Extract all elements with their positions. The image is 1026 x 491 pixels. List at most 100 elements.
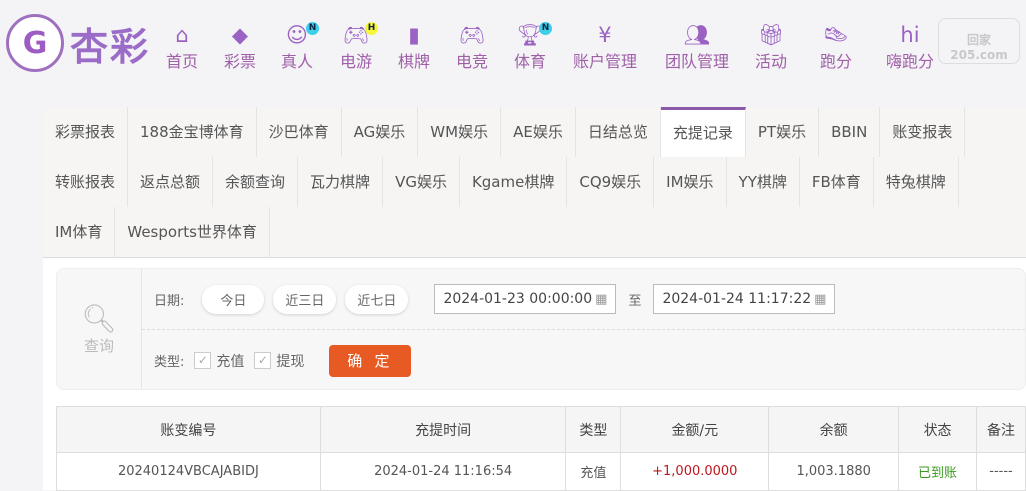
team-icon: 👥︎	[683, 23, 711, 47]
nav-label: 首页	[165, 52, 199, 71]
tab-17[interactable]: Kgame棋牌	[460, 157, 568, 207]
type-row: 类型: ✓ 充值 ✓ 提现 确 定	[142, 330, 1025, 391]
nav-item[interactable]: 👟︎ 跑分	[820, 22, 852, 72]
records-table: 账变编号 充提时间 类型 金额/元 余额 状态 备注 20240124VBCAJABIDJ 2…	[56, 406, 1026, 491]
tab-2[interactable]: 188金宝博体育	[128, 107, 257, 157]
checkbox-icon: ✓	[194, 352, 212, 369]
nav-label: 棋牌	[397, 52, 431, 71]
column-header: 余额	[768, 406, 900, 453]
nav-label: 活动	[754, 52, 788, 71]
nav-item[interactable]: 🎮︎ H 电游	[339, 22, 379, 72]
tab-20[interactable]: YY棋牌	[727, 157, 800, 207]
tab-3[interactable]: 沙巴体育	[257, 107, 342, 157]
table-cell: 20240124VBCAJABIDJ	[56, 452, 321, 491]
nav-label: 团队管理	[664, 52, 730, 71]
tab-18[interactable]: CQ9娱乐	[567, 157, 655, 207]
withdraw-checkbox[interactable]: ✓ 提现	[254, 351, 304, 371]
nav-badge: N	[306, 22, 320, 35]
nav-label: 账户管理	[572, 52, 638, 71]
search-icon: 🔍︎	[81, 302, 117, 335]
column-header: 状态	[898, 406, 977, 453]
nav-label: 嗨跑分	[885, 52, 935, 71]
nav-label: 跑分	[819, 52, 853, 71]
nav-label: 电竞	[455, 52, 489, 71]
tab-1[interactable]: 彩票报表	[43, 107, 129, 157]
report-tabs: 彩票报表 188金宝博体育 沙巴体育 AG娱乐 WM娱乐 AE娱乐 日结总览 充提记录 PT娱乐…	[43, 107, 1026, 258]
nav-item[interactable]: ◆ 彩票	[224, 22, 256, 72]
nav-badge: N	[539, 22, 553, 35]
start-date-input[interactable]: 2024-01-23 00:00:00 ▦	[434, 284, 617, 314]
date-label: 日期:	[154, 293, 185, 309]
withdraw-label: 提现	[276, 353, 305, 370]
report-panel: 彩票报表 188金宝博体育 沙巴体育 AG娱乐 WM娱乐 AE娱乐 日结总览 充提记录 PT娱乐…	[43, 107, 1026, 491]
tab-4[interactable]: AG娱乐	[342, 107, 419, 157]
tab-24[interactable]: Wesports世界体育	[115, 207, 270, 257]
nav-item[interactable]: 🏆︎ N 体育	[513, 22, 553, 72]
deposit-checkbox[interactable]: ✓ 充值	[194, 351, 244, 371]
logo[interactable]: G 杏彩	[6, 14, 150, 72]
table-cell: +1,000.0000	[620, 452, 770, 491]
gamepad-icon: 🎮︎ H	[340, 22, 379, 48]
query-box: 🔍︎ 查询 日期: 今日 近三日 近七日 2024-01-23 00:00:00…	[56, 268, 1026, 390]
nav-item[interactable]: ⌂ 首页	[166, 22, 198, 72]
tab-21[interactable]: FB体育	[800, 157, 874, 207]
calendar-icon[interactable]: ▦	[595, 291, 608, 307]
tab-8[interactable]: 充提记录	[660, 107, 746, 157]
gift-icon: 🎁︎	[757, 23, 785, 47]
tab-7[interactable]: 日结总览	[576, 107, 661, 157]
live-dealer-icon: ☺ N	[281, 22, 320, 48]
nav-label: 体育	[513, 52, 547, 71]
today-button[interactable]: 今日	[202, 284, 265, 314]
tab-22[interactable]: 特兔棋牌	[874, 157, 959, 207]
nav-item[interactable]: ☺ N 真人	[281, 22, 320, 72]
cards-icon: ▮	[408, 23, 420, 47]
type-label: 类型:	[154, 355, 185, 370]
tab-11[interactable]: 账变报表	[880, 107, 966, 157]
search-button[interactable]: 🔍︎ 查询	[57, 269, 142, 389]
table-cell: 2024-01-24 11:16:54	[319, 452, 567, 491]
home-icon: ⌂	[175, 23, 189, 47]
nav-label: 彩票	[223, 52, 257, 71]
tab-10[interactable]: BBIN	[819, 107, 881, 157]
tab-9[interactable]: PT娱乐	[746, 107, 820, 157]
calendar-icon[interactable]: ▦	[814, 291, 827, 307]
yen-coin-icon: ¥	[598, 23, 612, 47]
last-3-days-button[interactable]: 近三日	[273, 284, 337, 314]
tab-23[interactable]: IM体育	[43, 207, 116, 257]
checkbox-icon: ✓	[254, 352, 272, 369]
nav-item[interactable]: 👥︎ 团队管理	[665, 22, 729, 72]
tab-14[interactable]: 余额查询	[213, 157, 299, 207]
start-date-value: 2024-01-23 00:00:00	[443, 291, 593, 307]
last-7-days-button[interactable]: 近七日	[345, 284, 409, 314]
column-header: 充提时间	[319, 406, 567, 453]
table-cell: 充值	[565, 452, 622, 491]
end-date-value: 2024-01-24 11:17:22	[662, 291, 812, 307]
end-date-input[interactable]: 2024-01-24 11:17:22 ▦	[653, 284, 836, 314]
deposit-label: 充值	[216, 353, 245, 370]
nav-item[interactable]: hi 嗨跑分	[886, 22, 934, 72]
tab-6[interactable]: AE娱乐	[501, 107, 576, 157]
table-cell: 已到账	[898, 452, 977, 491]
hi-app-icon: hi	[900, 23, 920, 47]
to-label: 至	[628, 293, 642, 309]
tab-13[interactable]: 返点总额	[128, 157, 214, 207]
table-cell: 1,003.1880	[768, 452, 900, 491]
nav-item[interactable]: 🎁︎ 活动	[755, 22, 787, 72]
nav-label: 电游	[339, 52, 373, 71]
logo-emblem: G	[6, 14, 64, 72]
tab-12[interactable]: 转账报表	[43, 157, 129, 207]
nav-item[interactable]: ¥ 账户管理	[573, 22, 637, 72]
column-header: 金额/元	[620, 406, 770, 453]
tab-16[interactable]: VG娱乐	[383, 157, 460, 207]
column-header: 备注	[976, 406, 1026, 453]
table-cell: -----	[976, 452, 1026, 491]
nav-item[interactable]: 🎮︎ 电竞	[456, 22, 488, 72]
tab-15[interactable]: 瓦力棋牌	[298, 157, 384, 207]
confirm-button[interactable]: 确 定	[329, 344, 412, 377]
table-row: 20240124VBCAJABIDJ 2024-01-24 11:16:54 充值 +…	[56, 452, 1026, 491]
tab-19[interactable]: IM娱乐	[654, 157, 727, 207]
watermark: 回家205.com	[938, 18, 1020, 64]
tab-5[interactable]: WM娱乐	[418, 107, 502, 157]
esports-gamepad-icon: 🎮︎	[458, 23, 486, 47]
nav-item[interactable]: ▮ 棋牌	[398, 22, 430, 72]
